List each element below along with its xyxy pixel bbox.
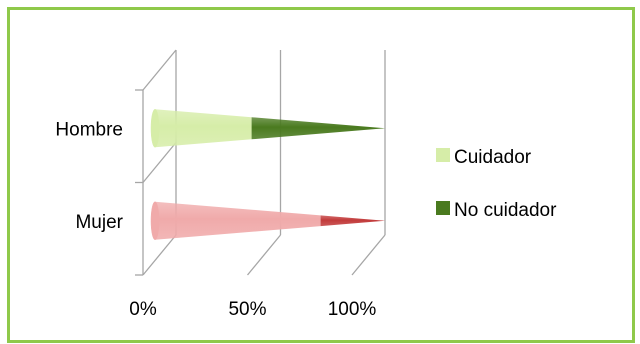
cone-bar-chart: Hombre Mujer 0% 50% 100% Cuidador No cuidador: [55, 49, 557, 320]
category-label-hombre: Hombre: [55, 119, 123, 140]
gridline-floor: [351, 234, 386, 276]
cone-hombre: [150, 109, 385, 148]
x-tick-label: 100%: [328, 299, 377, 320]
gridline-floor: [142, 234, 177, 276]
legend: Cuidador No cuidador: [436, 147, 557, 221]
legend-label-cuidador: Cuidador: [454, 147, 532, 168]
legend-label-no-cuidador: No cuidador: [454, 200, 557, 221]
x-tick-label: 50%: [228, 299, 266, 320]
labels: Hombre Mujer 0% 50% 100%: [55, 119, 376, 320]
cones: [150, 109, 385, 240]
category-label-mujer: Mujer: [75, 212, 123, 233]
cone-segment-cuidador: [155, 201, 321, 240]
gridline-floor: [246, 234, 282, 276]
cone-segment-cuidador: [155, 109, 252, 148]
legend-swatch-no-cuidador: [436, 201, 450, 215]
cone-base: [150, 109, 160, 148]
cone-base: [150, 201, 160, 240]
axis-top-edge: [142, 49, 177, 91]
chart-frame: Hombre Mujer 0% 50% 100% Cuidador No cuidador: [7, 7, 635, 343]
x-tick-label: 0%: [129, 299, 157, 320]
legend-swatch-cuidador: [436, 148, 450, 162]
category-divider: [142, 142, 177, 183]
grid: [135, 49, 386, 276]
cone-mujer: [150, 201, 385, 240]
cone-segment-no-cuidador: [251, 117, 385, 140]
cone-segment-no-cuidador: [320, 215, 385, 227]
